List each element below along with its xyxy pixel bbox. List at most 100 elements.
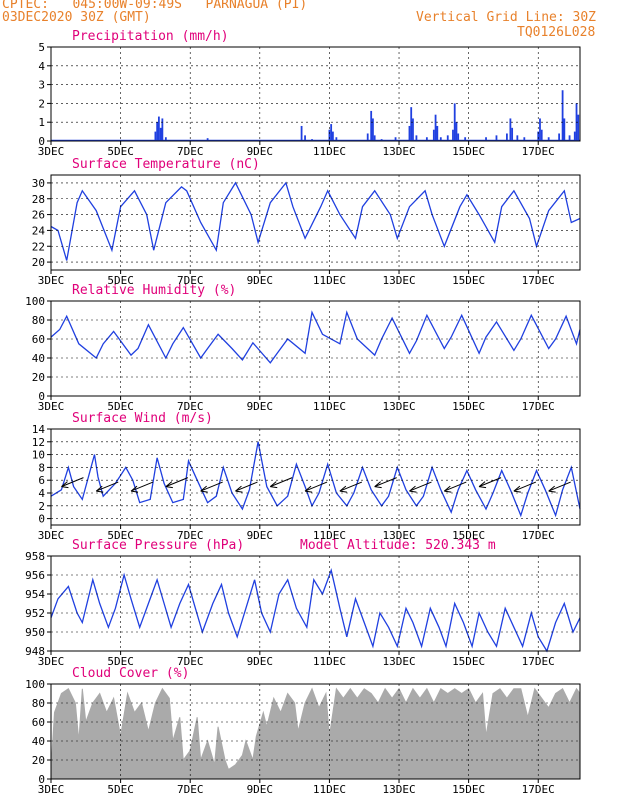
x-tick-label: 17DEC bbox=[522, 529, 555, 542]
header-grid-note: Vertical Grid Line: 30Z bbox=[416, 10, 597, 25]
x-tick-label: 13DEC bbox=[382, 400, 415, 413]
y-tick-label: 0 bbox=[38, 390, 45, 403]
precip-bar bbox=[370, 110, 373, 141]
panel-frame bbox=[50, 300, 581, 397]
precip-bar bbox=[161, 118, 164, 141]
precip-bar bbox=[206, 138, 209, 141]
x-tick-label: 5DEC bbox=[107, 400, 134, 413]
y-tick-label: 10 bbox=[32, 449, 45, 462]
panel-frame bbox=[50, 46, 581, 142]
x-tick-label: 15DEC bbox=[452, 655, 485, 668]
y-tick-label: 22 bbox=[32, 240, 45, 253]
precip-bar bbox=[573, 131, 576, 141]
wind-arrow bbox=[304, 481, 328, 492]
y-tick-label: 5 bbox=[38, 41, 45, 54]
x-tick-label: 13DEC bbox=[382, 783, 415, 796]
precip-bar bbox=[539, 118, 541, 141]
x-tick-label: 11DEC bbox=[313, 145, 346, 158]
x-tick-label: 9DEC bbox=[247, 529, 274, 542]
wind-arrow bbox=[444, 481, 467, 492]
wind-arrow bbox=[339, 481, 363, 492]
precip-bar bbox=[425, 137, 428, 141]
panel-title: Cloud Cover (%) bbox=[72, 666, 189, 681]
x-tick-label: 11DEC bbox=[313, 655, 346, 668]
series-line bbox=[50, 441, 581, 518]
y-tick-label: 0 bbox=[38, 773, 45, 786]
precip-bar bbox=[300, 125, 303, 141]
y-tick-label: 60 bbox=[32, 716, 45, 729]
precip-bar bbox=[509, 118, 512, 141]
x-tick-label: 5DEC bbox=[107, 145, 134, 158]
wind-arrow bbox=[165, 477, 189, 488]
x-tick-label: 17DEC bbox=[522, 783, 555, 796]
precip-bar bbox=[485, 137, 487, 141]
panel-title: Relative Humidity (%) bbox=[72, 283, 236, 298]
precip-bar bbox=[439, 137, 442, 141]
y-tick-label: 4 bbox=[38, 60, 45, 73]
wind-arrow-head bbox=[443, 485, 452, 493]
precip-bar bbox=[432, 129, 435, 141]
wind-arrow bbox=[61, 477, 84, 488]
x-tick-label: 11DEC bbox=[313, 274, 346, 287]
y-tick-label: 3 bbox=[38, 79, 45, 92]
wind-arrow bbox=[200, 481, 223, 492]
series-line bbox=[50, 181, 581, 261]
x-tick-label: 3DEC bbox=[38, 274, 65, 287]
y-tick-label: 958 bbox=[25, 550, 45, 563]
y-tick-label: 40 bbox=[32, 352, 45, 365]
precip-bar bbox=[330, 124, 333, 141]
wind-arrow bbox=[235, 481, 258, 492]
precip-bar bbox=[156, 122, 159, 141]
x-tick-label: 9DEC bbox=[247, 274, 274, 287]
precip-bar bbox=[453, 103, 456, 141]
precip-bar bbox=[415, 135, 418, 141]
y-tick-label: 100 bbox=[25, 678, 45, 691]
precip-bar bbox=[157, 116, 160, 141]
wind-arrow bbox=[130, 481, 154, 492]
x-tick-label: 15DEC bbox=[452, 145, 485, 158]
y-tick-label: 80 bbox=[32, 314, 45, 327]
wind-arrow bbox=[513, 481, 537, 492]
y-tick-label: 0 bbox=[38, 513, 45, 526]
x-tick-label: 5DEC bbox=[107, 655, 134, 668]
cloud-area bbox=[50, 687, 581, 780]
y-tick-label: 12 bbox=[32, 436, 45, 449]
precip-bar bbox=[154, 131, 157, 141]
panel-title: Surface Temperature (nC) bbox=[72, 157, 260, 172]
precip-bar bbox=[412, 118, 414, 141]
x-tick-label: 3DEC bbox=[38, 400, 65, 413]
precip-bar bbox=[164, 137, 167, 141]
x-tick-label: 15DEC bbox=[452, 400, 485, 413]
wind-arrow-head bbox=[269, 481, 278, 489]
wind-arrow-head bbox=[61, 481, 69, 489]
precip-bar bbox=[328, 129, 331, 141]
precip-bar bbox=[436, 125, 439, 141]
precip-bar bbox=[335, 137, 338, 141]
x-tick-label: 11DEC bbox=[313, 400, 346, 413]
x-tick-label: 3DEC bbox=[38, 655, 65, 668]
y-tick-label: 956 bbox=[25, 569, 45, 582]
precip-bar bbox=[366, 133, 369, 141]
y-tick-label: 14 bbox=[32, 423, 46, 436]
precip-bar bbox=[159, 127, 162, 141]
x-tick-label: 3DEC bbox=[38, 783, 65, 796]
wind-arrow-head bbox=[548, 485, 556, 493]
wind-arrow bbox=[374, 477, 397, 488]
x-tick-label: 7DEC bbox=[177, 274, 204, 287]
precip-bar bbox=[410, 107, 413, 141]
precip-bar bbox=[373, 135, 376, 141]
x-tick-label: 9DEC bbox=[247, 145, 274, 158]
x-tick-label: 7DEC bbox=[177, 655, 204, 668]
x-tick-label: 13DEC bbox=[382, 145, 415, 158]
wind-arrow-head bbox=[95, 485, 104, 493]
series-line bbox=[50, 310, 581, 364]
precip-bar bbox=[516, 135, 519, 141]
x-tick-label: 7DEC bbox=[177, 529, 204, 542]
wind-arrow-head bbox=[513, 485, 521, 493]
x-tick-label: 11DEC bbox=[313, 529, 346, 542]
x-tick-label: 13DEC bbox=[382, 655, 415, 668]
y-tick-label: 80 bbox=[32, 697, 45, 710]
y-tick-label: 6 bbox=[38, 474, 45, 487]
precip-bar bbox=[394, 137, 397, 141]
